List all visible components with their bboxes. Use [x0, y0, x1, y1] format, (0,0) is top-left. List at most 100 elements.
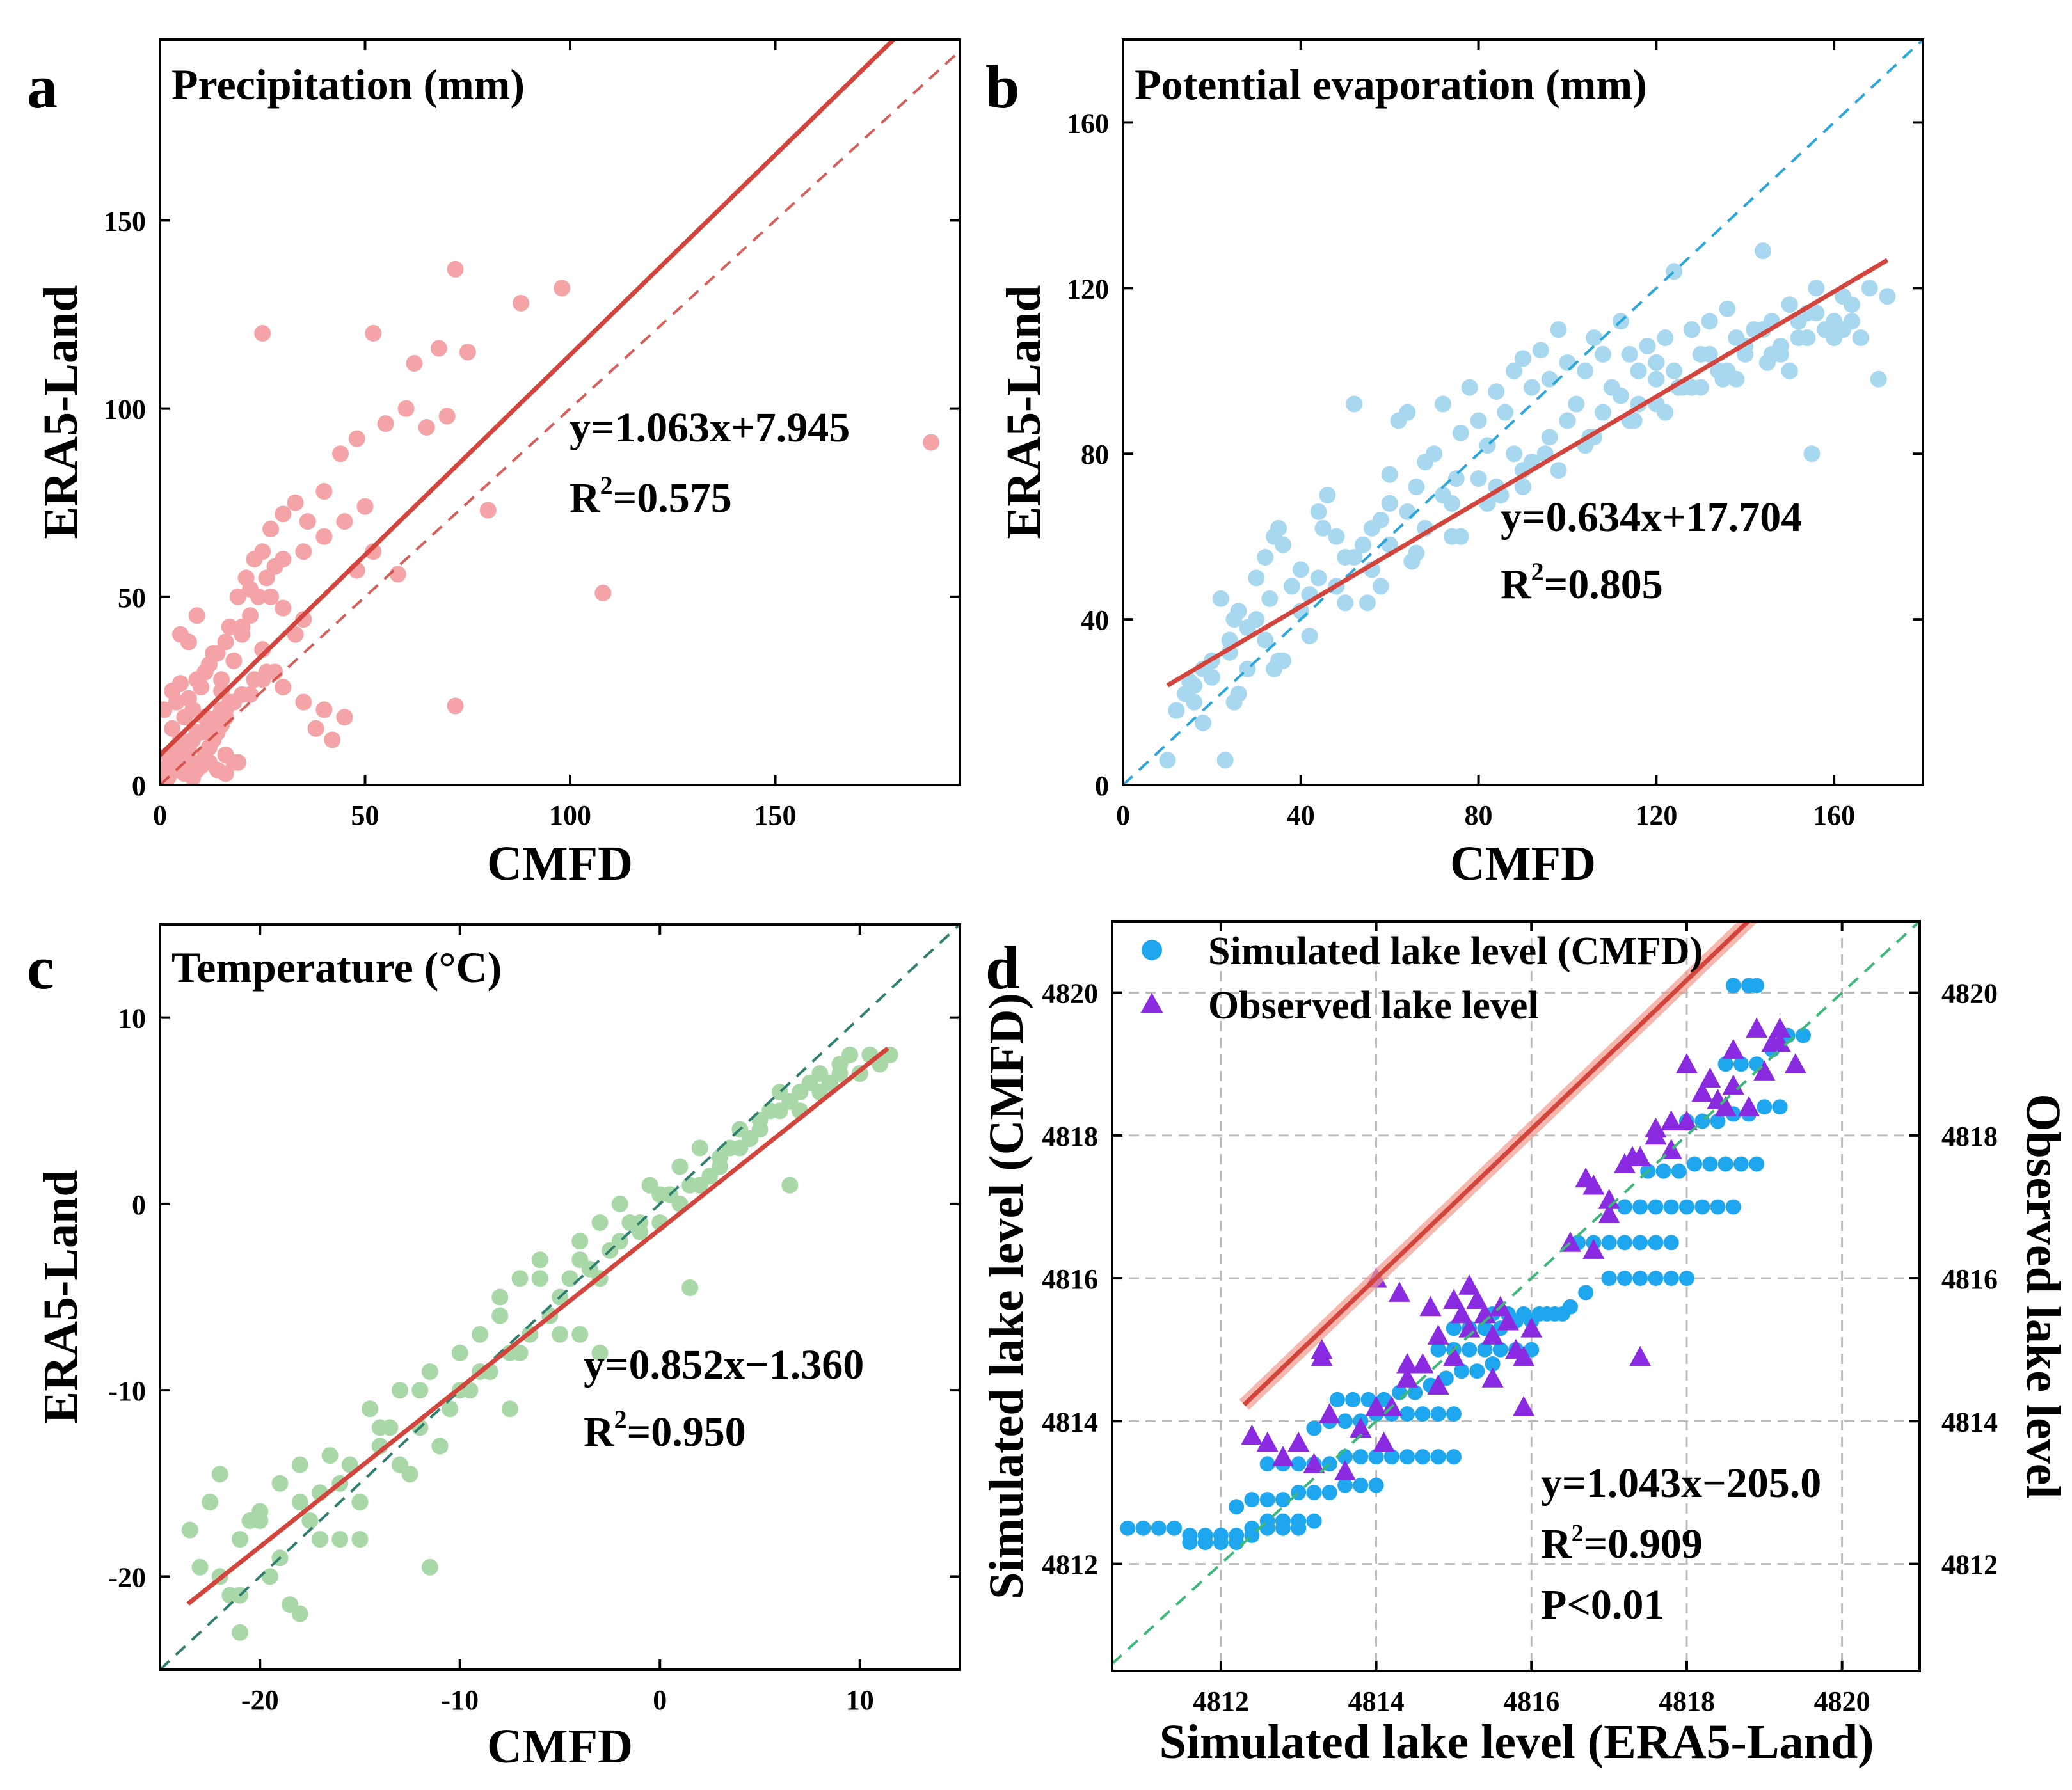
- point-d-s0-113: [1717, 1156, 1733, 1172]
- point-b-s0-100: [1399, 503, 1416, 520]
- point-d-s1-60: [1660, 1110, 1682, 1130]
- point-a-s0-119: [242, 581, 259, 598]
- point-d-s1-6: [1318, 1403, 1341, 1423]
- point-b-s0-44: [1506, 362, 1523, 379]
- point-b-s0-35: [1426, 445, 1443, 463]
- point-d-s0-18: [1275, 1520, 1291, 1536]
- point-c-s0-76: [411, 1382, 429, 1399]
- y-tick-label-a-0: 0: [132, 770, 146, 802]
- y-tick-label-b-4: 160: [1067, 107, 1109, 139]
- point-d-s0-1: [1135, 1520, 1151, 1536]
- point-d-s1-17: [1458, 1317, 1481, 1338]
- point-c-s0-31: [491, 1288, 509, 1306]
- point-b-s0-20: [1292, 561, 1309, 578]
- x-tick-label-d-4: 4820: [1814, 1686, 1870, 1717]
- point-b-s0-162: [1758, 354, 1776, 371]
- point-a-s0-41: [217, 633, 234, 651]
- identity-line-a: [160, 50, 960, 785]
- point-a-s0-116: [336, 709, 353, 726]
- point-d-s0-88: [1616, 1271, 1632, 1287]
- point-a-s0-12: [188, 607, 205, 624]
- point-a-s0-118: [295, 611, 312, 628]
- point-d-s1-49: [1645, 1117, 1667, 1138]
- point-b-s0-11: [1230, 603, 1247, 620]
- y-tick-label-right-d-2: 4816: [1941, 1263, 1998, 1295]
- point-b-s0-42: [1488, 383, 1505, 400]
- y-tick-label-b-0: 0: [1095, 770, 1109, 802]
- point-c-s0-75: [371, 1419, 388, 1436]
- point-c-s0-2: [202, 1493, 219, 1510]
- fit-line-c: [186, 1046, 889, 1606]
- point-a-s0-75: [225, 693, 243, 711]
- point-b-s0-8: [1216, 752, 1234, 769]
- point-d-s0-103: [1663, 1199, 1679, 1215]
- point-b-s0-46: [1523, 379, 1540, 396]
- point-d-s0-101: [1632, 1199, 1648, 1215]
- point-b-s0-130: [1337, 594, 1354, 612]
- point-a-s0-24: [299, 513, 316, 530]
- point-d-s0-44: [1306, 1420, 1322, 1436]
- point-d-s0-111: [1687, 1156, 1703, 1172]
- point-b-s0-29: [1372, 511, 1389, 528]
- r-squared-a: R2=0.575: [570, 471, 732, 521]
- y-tick-label-right-d-1: 4814: [1941, 1406, 1998, 1438]
- y-axis-label-b: ERA5-Land: [997, 285, 1051, 539]
- point-c-s0-90: [312, 1531, 328, 1548]
- point-b-s0-57: [1621, 345, 1638, 363]
- point-b-s0-140: [1692, 379, 1709, 396]
- point-b-s0-157: [1403, 553, 1421, 570]
- point-b-s0-17: [1270, 519, 1287, 537]
- y-tick-label-a-3: 150: [104, 205, 146, 237]
- point-b-s0-133: [1443, 528, 1460, 545]
- point-b-s0-152: [1714, 370, 1732, 388]
- point-d-s0-38: [1368, 1449, 1384, 1465]
- plot-frame-d: [1111, 920, 1921, 1672]
- y-tick-label-right-d-3: 4818: [1941, 1121, 1998, 1152]
- point-d-s1-18: [1466, 1288, 1488, 1310]
- y-tick-label-d-2: 4816: [1042, 1263, 1098, 1295]
- point-d-s1-64: [1427, 1374, 1449, 1395]
- point-d-s0-100: [1616, 1199, 1632, 1215]
- point-c-s0-38: [561, 1270, 578, 1287]
- point-b-s0-54: [1595, 345, 1611, 363]
- x-axis-label-c: CMFD: [487, 1720, 633, 1773]
- point-d-s1-50: [1675, 1053, 1698, 1073]
- point-a-s0-115: [324, 731, 341, 748]
- point-b-s0-114: [1648, 370, 1665, 388]
- point-d-s0-31: [1259, 1456, 1275, 1472]
- point-b-s0-78: [1808, 280, 1825, 297]
- point-c-s0-72: [251, 1512, 269, 1529]
- point-b-s0-143: [1799, 329, 1816, 346]
- point-d-s1-51: [1699, 1067, 1721, 1088]
- point-b-s0-144: [1835, 321, 1851, 338]
- plot-frame-b: [1122, 38, 1924, 786]
- point-a-s0-28: [377, 415, 394, 432]
- point-a-s0-42: [225, 652, 243, 669]
- fit-line-d: [1242, 921, 1752, 1407]
- x-tick-label-b-1: 40: [1287, 800, 1315, 831]
- panel-letter-b: b: [985, 52, 1019, 121]
- point-a-s0-123: [365, 543, 382, 560]
- point-b-s0-104: [1470, 470, 1487, 487]
- point-d-s1-59: [1575, 1167, 1597, 1188]
- point-a-s0-110: [205, 645, 222, 662]
- point-d-s1-61: [1714, 1096, 1737, 1116]
- point-b-s0-39: [1461, 379, 1478, 396]
- point-b-s0-95: [1310, 569, 1327, 587]
- point-d-s0-84: [1547, 1306, 1563, 1322]
- point-d-s1-2: [1271, 1446, 1294, 1466]
- point-a-s0-22: [275, 505, 292, 523]
- point-a-s0-77: [254, 671, 271, 688]
- point-a-s0-7: [554, 280, 571, 297]
- point-a-s0-114: [307, 720, 324, 737]
- point-b-s0-108: [1541, 429, 1558, 446]
- x-tick-label-d-0: 4812: [1193, 1686, 1249, 1717]
- point-d-s0-107: [1725, 1199, 1741, 1215]
- point-d-s0-46: [1337, 1413, 1353, 1429]
- point-c-s0-9: [271, 1475, 289, 1492]
- point-b-s0-123: [1808, 305, 1825, 322]
- y-tick-label-zero-b: 0: [1095, 770, 1109, 802]
- x-tick-label-a-1: 50: [351, 800, 379, 831]
- point-d-s0-97: [1632, 1235, 1648, 1251]
